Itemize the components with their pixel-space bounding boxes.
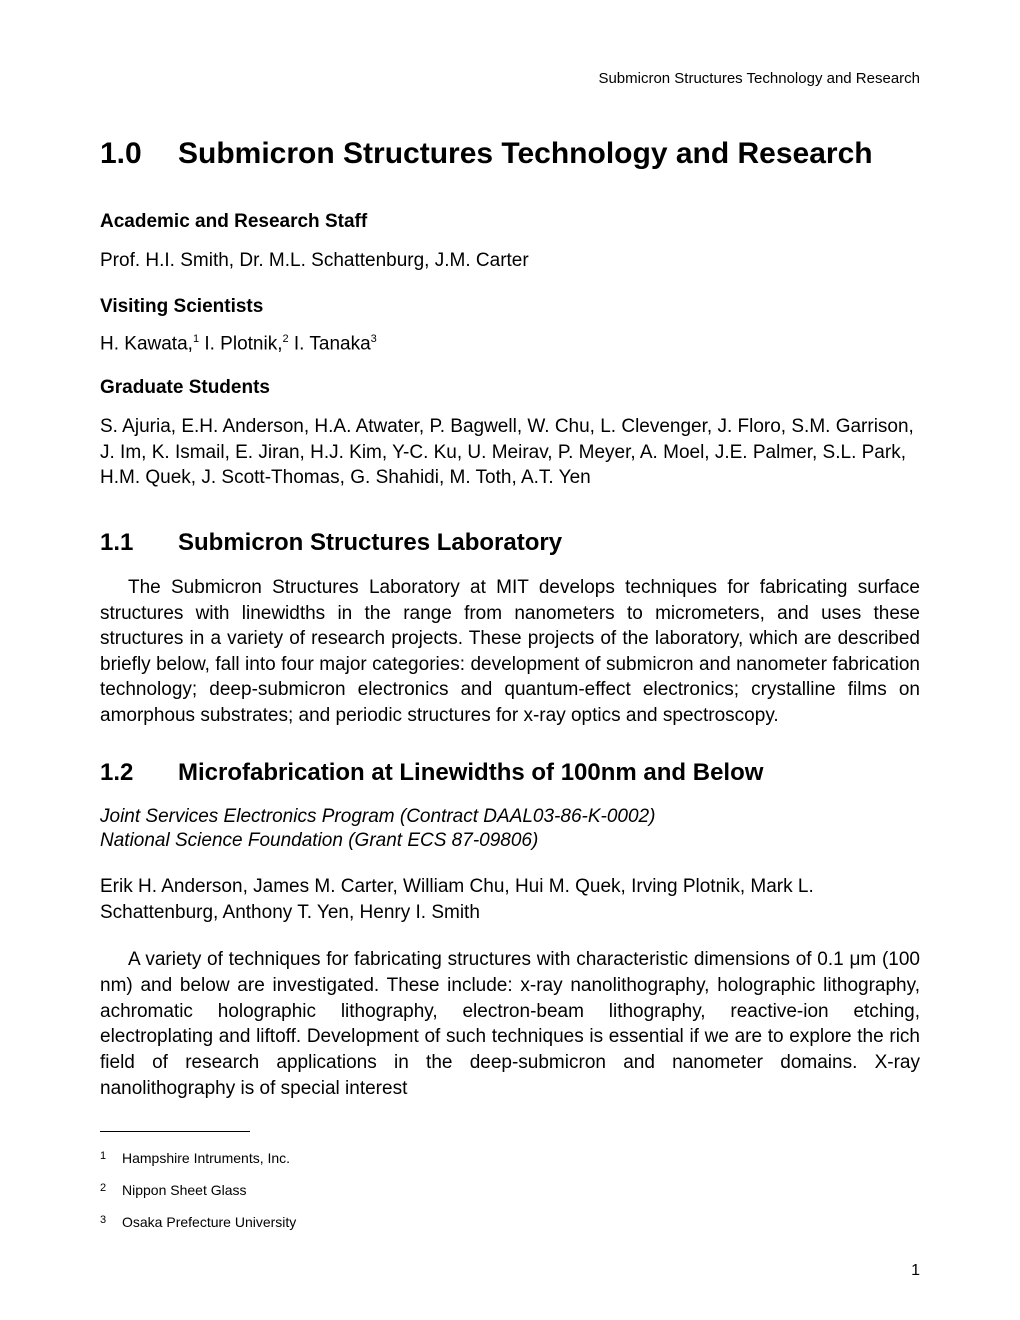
staff-names: Prof. H.I. Smith, Dr. M.L. Schattenburg,… — [100, 248, 920, 274]
section-number: 1.0 — [100, 137, 178, 171]
visiting-name-2: I. Plotnik, — [199, 333, 282, 354]
page-number: 1 — [911, 1262, 920, 1280]
visiting-heading: Visiting Scientists — [100, 296, 920, 318]
staff-heading: Academic and Research Staff — [100, 211, 920, 233]
footnote-3: 3Osaka Prefecture University — [100, 1214, 920, 1230]
running-header: Submicron Structures Technology and Rese… — [100, 70, 920, 87]
subsection-2-authors: Erik H. Anderson, James M. Carter, Willi… — [100, 874, 920, 925]
visiting-name-1: H. Kawata, — [100, 333, 193, 354]
footnote-2-num: 2 — [100, 1182, 122, 1194]
section-name: Submicron Structures Technology and Rese… — [178, 137, 920, 171]
subsection-2-number: 1.2 — [100, 759, 178, 787]
footnote-ref-3: 3 — [371, 333, 377, 345]
subsection-1-title: 1.1 Submicron Structures Laboratory — [100, 529, 920, 557]
grad-heading: Graduate Students — [100, 377, 920, 399]
subsection-1-name: Submicron Structures Laboratory — [178, 529, 562, 557]
grad-names: S. Ajuria, E.H. Anderson, H.A. Atwater, … — [100, 414, 920, 491]
footnote-2: 2Nippon Sheet Glass — [100, 1182, 920, 1198]
footnote-rule — [100, 1131, 250, 1132]
subsection-2-title: 1.2 Microfabrication at Linewidths of 10… — [100, 759, 920, 787]
subsection-1-body: The Submicron Structures Laboratory at M… — [100, 575, 920, 729]
funding-line-1: Joint Services Electronics Program (Cont… — [100, 805, 920, 830]
footnote-2-text: Nippon Sheet Glass — [122, 1182, 247, 1198]
funding-line-2: National Science Foundation (Grant ECS 8… — [100, 829, 920, 854]
visiting-name-3: I. Tanaka — [289, 333, 371, 354]
visiting-names: H. Kawata,1 I. Plotnik,2 I. Tanaka3 — [100, 333, 920, 355]
subsection-1-number: 1.1 — [100, 529, 178, 557]
footnote-1-text: Hampshire Intruments, Inc. — [122, 1150, 290, 1166]
footnote-1: 1Hampshire Intruments, Inc. — [100, 1150, 920, 1166]
funding-info: Joint Services Electronics Program (Cont… — [100, 805, 920, 854]
footnote-3-num: 3 — [100, 1214, 122, 1226]
footnote-1-num: 1 — [100, 1150, 122, 1162]
subsection-2-body: A variety of techniques for fabricating … — [100, 947, 920, 1101]
section-title: 1.0 Submicron Structures Technology and … — [100, 137, 920, 171]
footnote-3-text: Osaka Prefecture University — [122, 1214, 296, 1230]
subsection-2-name: Microfabrication at Linewidths of 100nm … — [178, 759, 763, 787]
